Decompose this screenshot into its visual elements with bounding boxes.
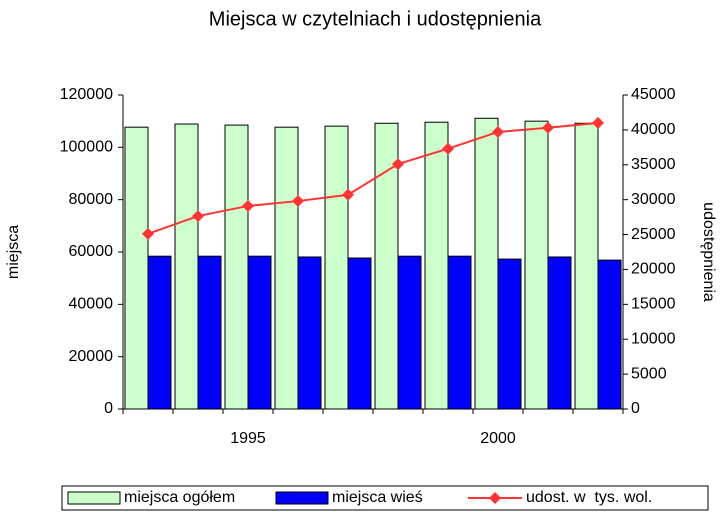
legend-swatch (67, 491, 121, 505)
bar (324, 125, 349, 410)
bar (497, 258, 522, 410)
bar (224, 124, 249, 410)
y-tick-label: 40000 (69, 296, 114, 313)
y-tick-label: 60000 (69, 243, 114, 260)
bar (474, 117, 499, 410)
y2-tick-label: 0 (631, 400, 640, 417)
line-marker (489, 492, 501, 504)
bar (197, 255, 222, 410)
bar (174, 123, 199, 410)
line-marker (492, 125, 504, 138)
y2-tick-label: 15000 (631, 296, 676, 313)
line-marker (242, 199, 254, 212)
y2-tick-label: 40000 (631, 121, 676, 138)
y-tick-label: 0 (104, 400, 113, 417)
chart-title: Miejsca w czytelniach i udostępnienia (209, 8, 542, 30)
bar (397, 255, 422, 410)
bar (524, 120, 549, 410)
y2-axis-label: udostępnienia (700, 202, 717, 302)
line-marker (192, 210, 204, 223)
legend-label: udost. w tys. wol. (526, 489, 652, 506)
y2-tick-label: 30000 (631, 191, 676, 208)
y-tick-label: 100000 (60, 139, 113, 156)
line-marker (392, 158, 404, 171)
line-marker (142, 227, 154, 240)
line-marker (592, 116, 604, 129)
bar (297, 256, 322, 410)
bar (424, 121, 449, 410)
y2-tick-label: 20000 (631, 261, 676, 278)
y2-tick-label: 45000 (631, 86, 676, 103)
y2-tick-label: 25000 (631, 226, 676, 243)
line-marker (342, 188, 354, 201)
bar (347, 257, 372, 410)
line-marker (542, 121, 554, 134)
bar (447, 255, 472, 410)
x-tick-label: 2000 (480, 430, 516, 447)
bar (124, 126, 149, 410)
line-marker (442, 142, 454, 155)
x-tick-label: 1995 (230, 430, 266, 447)
legend-box (61, 485, 709, 511)
bar (597, 259, 622, 410)
y2-tick-label: 35000 (631, 156, 676, 173)
bar (574, 122, 599, 410)
y-tick-label: 20000 (69, 348, 114, 365)
bar (147, 255, 172, 410)
bar (247, 255, 272, 410)
y-tick-label: 120000 (60, 86, 113, 103)
line-marker (292, 195, 304, 208)
y2-tick-label: 10000 (631, 330, 676, 347)
y2-tick-label: 5000 (631, 365, 667, 382)
legend-swatch (275, 491, 329, 505)
bar (274, 126, 299, 410)
series-line (147, 121, 599, 235)
y-axis-label: miejsca (5, 225, 22, 279)
legend-label: miejsca wieś (332, 489, 423, 506)
legend-label: miejsca ogółem (124, 489, 235, 506)
bar (547, 256, 572, 410)
y-tick-label: 80000 (69, 191, 114, 208)
